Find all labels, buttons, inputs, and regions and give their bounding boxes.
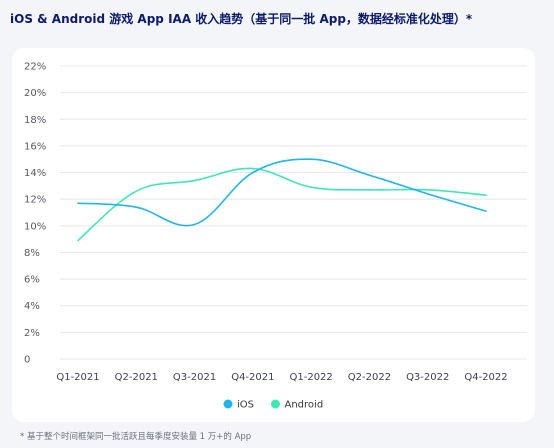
grid-lines	[60, 65, 527, 360]
footnote: * 基于整个时间框架同一批活跃且每季度安装量 1 万+的 App	[20, 432, 252, 442]
y-tick-label: 8%	[24, 248, 40, 259]
x-tick-label: Q1-2022	[289, 372, 332, 383]
y-tick-label: 2%	[24, 328, 40, 339]
legend: iOS Android	[223, 399, 324, 411]
x-tick-label: Q4-2022	[464, 372, 507, 383]
chart-title: iOS & Android 游戏 App IAA 收入趋势（基于同一批 App，…	[10, 12, 473, 26]
series-line-android	[77, 167, 487, 242]
y-tick-label: 22%	[24, 62, 46, 73]
series-line-ios	[77, 158, 487, 227]
y-tick-label: 12%	[24, 195, 46, 206]
legend-marker-ios	[223, 399, 233, 409]
x-tick-label: Q3-2021	[173, 372, 216, 383]
x-tick-label: Q3-2022	[406, 372, 449, 383]
y-tick-label: 16%	[24, 141, 46, 152]
x-tick-label: Q2-2021	[115, 372, 158, 383]
line-chart: 0 2% 4% 6% 8% 10% 12% 14% 16% 18% 20% 22% Q1-2021 Q2…	[24, 62, 527, 411]
y-tick-label: 18%	[24, 115, 46, 126]
x-tick-label: Q4-2021	[231, 372, 274, 383]
legend-marker-android	[271, 399, 280, 409]
y-tick-label: 0	[24, 355, 30, 366]
y-tick-label: 4%	[24, 301, 40, 312]
x-tick-label: Q1-2021	[56, 372, 99, 383]
legend-label-ios: iOS	[237, 400, 254, 411]
y-tick-label: 10%	[24, 221, 46, 232]
legend-label-android: Android	[285, 400, 324, 411]
chart-card: 0 2% 4% 6% 8% 10% 12% 14% 16% 18% 20% 22% Q1-2021 Q2…	[12, 48, 535, 422]
x-tick-label: Q2-2022	[348, 372, 391, 383]
y-axis-ticks: 0 2% 4% 6% 8% 10% 12% 14% 16% 18% 20% 22%	[24, 62, 46, 366]
series-lines	[77, 158, 487, 242]
y-tick-label: 14%	[24, 168, 46, 179]
y-tick-label: 20%	[24, 88, 46, 99]
y-tick-label: 6%	[24, 275, 40, 286]
x-axis-ticks: Q1-2021 Q2-2021 Q3-2021 Q4-2021 Q1-2022 Q2-20…	[56, 372, 507, 383]
